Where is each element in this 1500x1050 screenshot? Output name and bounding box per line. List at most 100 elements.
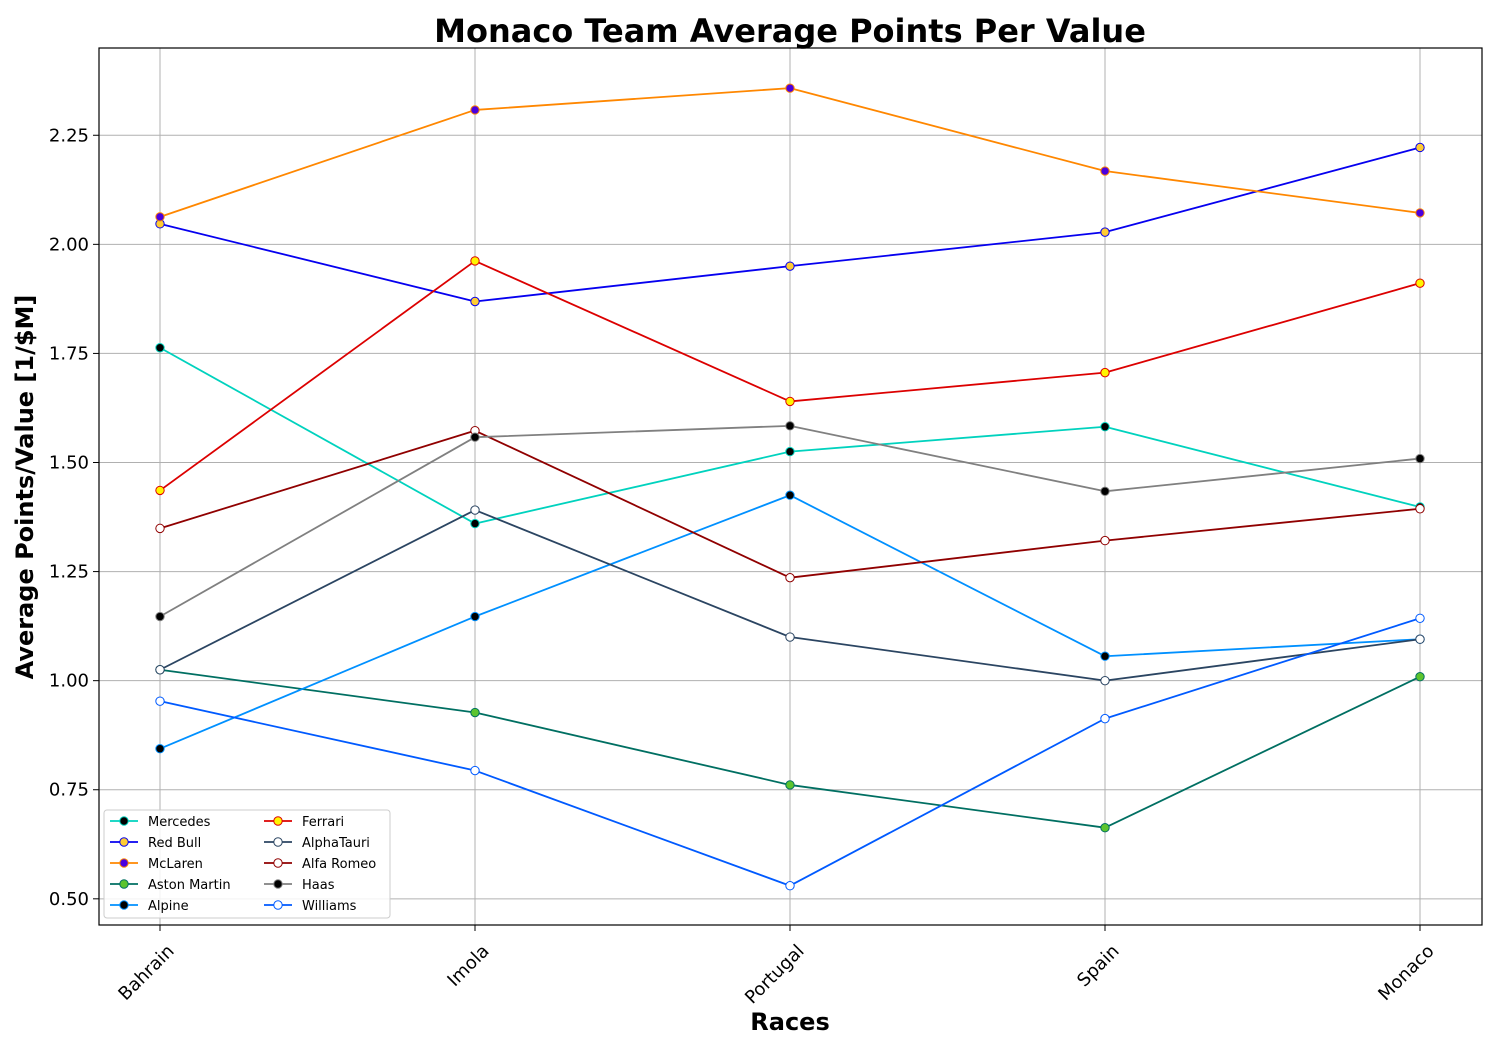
data-point <box>1100 713 1110 724</box>
data-point <box>1100 486 1110 496</box>
data-point <box>155 696 165 706</box>
legend-item: Ferrari <box>264 815 344 830</box>
y-tick-label: 1.75 <box>49 343 89 364</box>
legend-marker <box>119 837 129 847</box>
legend-marker <box>119 879 129 889</box>
chart-title: Monaco Team Average Points Per Value <box>434 12 1146 50</box>
data-point <box>155 343 165 353</box>
data-point <box>785 490 795 500</box>
data-point <box>155 485 165 496</box>
series-alphatauri <box>155 505 1425 686</box>
legend-item: Red Bull <box>110 836 201 851</box>
legend-item: Alfa Romeo <box>264 857 376 872</box>
data-point <box>470 505 480 515</box>
series-layer <box>155 83 1425 891</box>
data-point <box>1100 651 1110 661</box>
data-point <box>1415 278 1425 288</box>
legend-label: Mercedes <box>148 815 211 830</box>
data-point <box>155 611 165 622</box>
legend-item: Mercedes <box>110 815 211 830</box>
legend-label: Red Bull <box>148 836 201 851</box>
legend-marker <box>273 816 283 826</box>
data-point <box>155 523 165 534</box>
data-point <box>470 296 480 307</box>
data-point <box>155 212 165 222</box>
series-haas <box>155 421 1425 622</box>
legend-item: McLaren <box>110 857 203 872</box>
data-point <box>155 665 165 675</box>
data-point <box>1100 675 1110 686</box>
series-alfa-romeo <box>155 425 1425 583</box>
y-axis-label: Average Points/Value [1/$M] <box>11 295 39 680</box>
data-point <box>785 396 795 407</box>
legend-label: Alfa Romeo <box>302 857 376 872</box>
y-tick-label: 1.00 <box>49 671 89 692</box>
legend-label: Ferrari <box>302 815 344 830</box>
data-point <box>1415 504 1425 514</box>
y-tick-label: 2.25 <box>49 125 89 146</box>
data-point <box>785 446 795 457</box>
data-point <box>785 881 795 891</box>
data-point <box>785 261 795 271</box>
grid-layer <box>99 48 1482 925</box>
data-point <box>1415 634 1425 644</box>
legend-marker <box>119 816 129 826</box>
data-point <box>1100 227 1110 237</box>
series-mclaren <box>155 83 1425 222</box>
data-point <box>785 83 795 93</box>
legend-item: AlphaTauri <box>264 836 370 851</box>
data-point <box>1415 672 1425 682</box>
legend-item: Alpine <box>110 899 189 914</box>
legend-box <box>103 809 391 919</box>
data-point <box>1100 823 1110 833</box>
data-point <box>470 611 480 622</box>
data-point <box>470 256 480 266</box>
data-point <box>785 421 795 431</box>
data-point <box>1100 535 1110 546</box>
data-point <box>785 632 795 642</box>
legend-marker <box>273 879 283 889</box>
legend-item: Haas <box>264 878 335 893</box>
data-point <box>1415 208 1425 218</box>
legend-item: Aston Martin <box>110 878 231 893</box>
legend-label: Williams <box>302 899 357 914</box>
y-axis-ticks: 0.50 0.75 1.00 1.25 1.50 1.75 2.00 2.25 <box>49 125 99 910</box>
data-point <box>470 432 480 442</box>
data-point <box>1100 422 1110 432</box>
series-williams <box>155 613 1425 891</box>
data-point <box>470 707 480 718</box>
data-point <box>155 744 165 754</box>
data-point <box>1415 142 1425 153</box>
data-point <box>785 572 795 583</box>
legend-marker <box>273 858 283 868</box>
data-point <box>470 105 480 115</box>
y-tick-label: 0.50 <box>49 889 89 910</box>
series-red-bull <box>155 142 1425 307</box>
legend-marker <box>119 858 129 868</box>
legend-label: AlphaTauri <box>302 836 370 851</box>
data-point <box>1415 613 1425 623</box>
legend-label: Aston Martin <box>148 878 231 893</box>
series-aston-martin <box>155 665 1425 833</box>
x-axis-label: Races <box>750 1008 829 1036</box>
legend-marker <box>273 837 283 847</box>
data-point <box>470 765 480 776</box>
legend-label: Haas <box>302 878 335 893</box>
data-point <box>1100 367 1110 378</box>
legend-marker <box>273 900 283 910</box>
y-tick-label: 1.50 <box>49 453 89 474</box>
y-tick-label: 2.00 <box>49 234 89 255</box>
legend-marker <box>119 900 129 910</box>
data-point <box>785 780 795 790</box>
data-point <box>1415 453 1425 464</box>
y-tick-label: 0.75 <box>49 780 89 801</box>
data-point <box>470 518 480 529</box>
legend-label: McLaren <box>148 857 203 872</box>
legend-item: Williams <box>264 899 357 914</box>
legend-label: Alpine <box>148 899 189 914</box>
data-point <box>1100 166 1110 176</box>
y-tick-label: 1.25 <box>49 562 89 583</box>
series-ferrari <box>155 256 1425 496</box>
legend: Mercedes Red Bull McLaren Aston Martin Alpin… <box>103 809 391 919</box>
